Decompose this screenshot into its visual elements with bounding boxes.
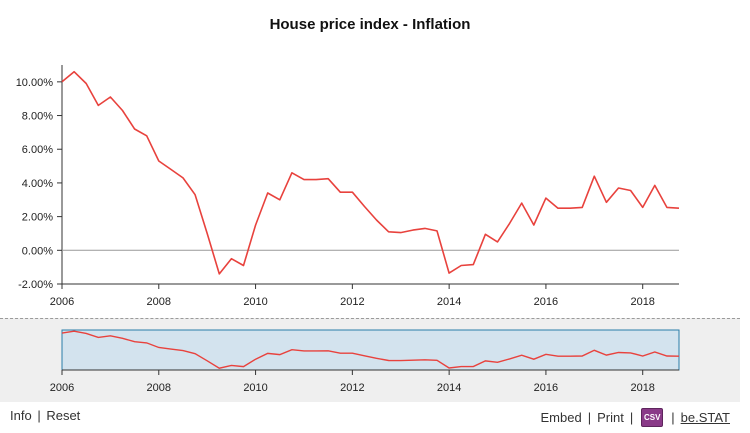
y-tick-label: -2.00% bbox=[18, 279, 53, 291]
x-tick-label: 2012 bbox=[340, 296, 364, 308]
separator: | bbox=[671, 410, 675, 425]
main-chart: -2.00% 0.00% 2.00% 4.00% 6.00% 8.00% 10.00% 20… bbox=[16, 65, 680, 308]
x-tick-label: 2010 bbox=[243, 296, 267, 308]
chart-title: House price index - Inflation bbox=[269, 16, 471, 33]
navigator-series-group bbox=[61, 330, 680, 369]
info-link[interactable]: Info bbox=[10, 408, 32, 423]
series-group bbox=[61, 70, 680, 275]
navigator-x-tick-label: 2012 bbox=[340, 382, 364, 394]
embed-link[interactable]: Embed bbox=[540, 410, 582, 425]
navigator-axes bbox=[61, 369, 679, 375]
y-tick-label: 8.00% bbox=[22, 111, 53, 123]
footer: Info | Reset Embed | Print | CSV | be.ST… bbox=[0, 401, 740, 433]
navigator-x-tick-label: 2016 bbox=[534, 382, 558, 394]
print-link[interactable]: Print bbox=[597, 410, 624, 425]
x-tick-label: 2014 bbox=[437, 296, 461, 308]
y-tick-label: 0.00% bbox=[22, 245, 53, 257]
separator: | bbox=[37, 408, 41, 423]
separator: | bbox=[587, 410, 592, 425]
x-tick-label: 2006 bbox=[50, 296, 74, 308]
navigator-x-tick-label: 2010 bbox=[243, 382, 267, 394]
x-tick-label: 2008 bbox=[147, 296, 171, 308]
x-axis-labels: 2006 2008 2010 2012 2014 2016 2018 bbox=[50, 296, 655, 308]
footer-left: Info | Reset bbox=[10, 408, 80, 423]
footer-right: Embed | Print | CSV | be.STAT bbox=[541, 408, 730, 427]
y-tick-label: 10.00% bbox=[16, 77, 54, 89]
csv-icon[interactable]: CSV bbox=[641, 408, 664, 427]
separator: | bbox=[629, 410, 634, 425]
navigator-x-tick-label: 2014 bbox=[437, 382, 461, 394]
bestat-link[interactable]: be.STAT bbox=[680, 410, 730, 425]
navigator-selection-window[interactable] bbox=[61, 329, 680, 371]
main-chart-axes bbox=[57, 65, 679, 289]
x-tick-label: 2018 bbox=[630, 296, 654, 308]
navigator-x-tick-label: 2018 bbox=[630, 382, 654, 394]
y-axis-labels: -2.00% 0.00% 2.00% 4.00% 6.00% 8.00% 10.00% bbox=[16, 77, 54, 291]
series-line bbox=[61, 70, 680, 275]
y-tick-label: 2.00% bbox=[22, 212, 53, 224]
y-tick-label: 6.00% bbox=[22, 144, 53, 156]
y-tick-label: 4.00% bbox=[22, 178, 53, 190]
navigator-x-axis-labels: 2006 2008 2010 2012 2014 2016 2018 bbox=[50, 382, 655, 394]
navigator-x-tick-label: 2008 bbox=[147, 382, 171, 394]
navigator-chart[interactable]: 2006 2008 2010 2012 2014 2016 2018 bbox=[0, 318, 740, 401]
navigator-x-tick-label: 2006 bbox=[50, 382, 74, 394]
navigator-series-line bbox=[61, 330, 680, 369]
reset-link[interactable]: Reset bbox=[46, 408, 81, 423]
x-tick-label: 2016 bbox=[534, 296, 558, 308]
